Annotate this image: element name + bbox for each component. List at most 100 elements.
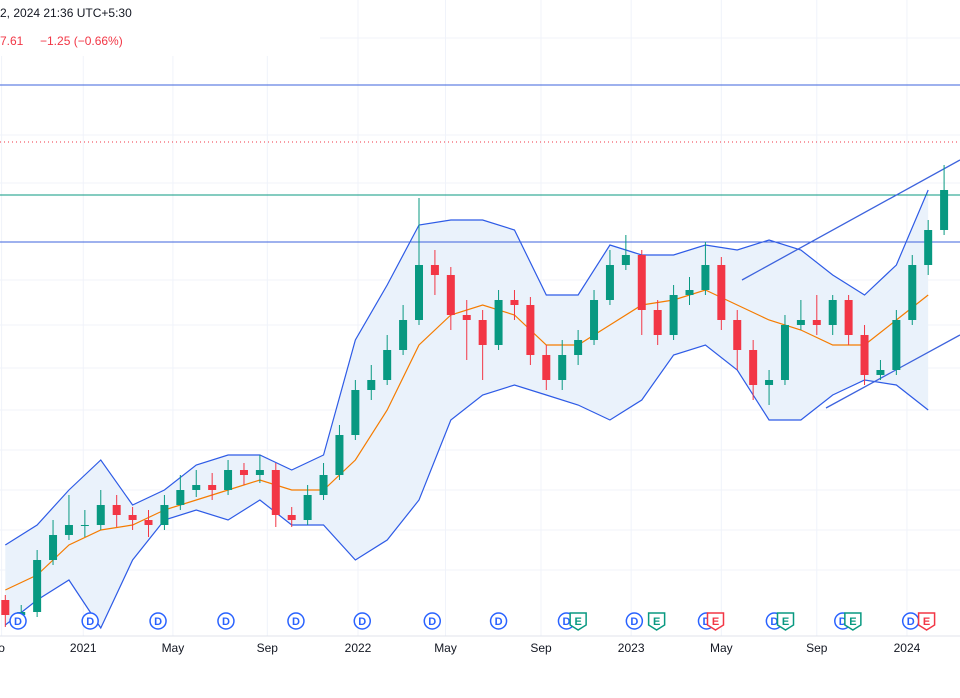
candle-body — [192, 485, 201, 490]
event-label: D — [770, 616, 778, 628]
candle-body — [33, 560, 42, 612]
x-tick-label: o — [0, 641, 5, 655]
candle-body — [319, 475, 328, 495]
candle-body — [287, 515, 296, 520]
candle-body — [653, 310, 662, 335]
event-label: D — [222, 616, 230, 628]
event-label: E — [653, 616, 660, 628]
candle-body — [765, 380, 774, 385]
candle-body — [924, 230, 933, 265]
candle-body — [542, 355, 551, 380]
candle-body — [462, 315, 471, 320]
event-label: E — [849, 616, 856, 628]
x-tick-label: May — [434, 641, 457, 655]
candle-body — [892, 320, 901, 370]
candle-body — [112, 505, 121, 515]
x-tick-label: 2021 — [70, 641, 97, 655]
event-marker — [917, 612, 936, 631]
event-label: D — [907, 616, 915, 628]
x-tick-label: 2023 — [618, 641, 645, 655]
event-label: E — [712, 616, 719, 628]
event-label: E — [574, 616, 581, 628]
trend-line — [825, 334, 960, 409]
event-label: D — [358, 616, 366, 628]
candle-body — [478, 320, 487, 345]
candle-body — [128, 515, 137, 520]
x-tick-label: 2022 — [345, 641, 372, 655]
x-tick-label: May — [162, 641, 185, 655]
event-label: D — [495, 616, 503, 628]
trend-line — [741, 159, 960, 281]
candle-body — [749, 350, 758, 385]
candle-body — [510, 300, 519, 305]
event-marker — [423, 612, 442, 630]
event-marker — [489, 612, 508, 630]
candle-body — [144, 520, 153, 525]
candle-body — [844, 300, 853, 335]
timestamp: 2, 2024 21:36 UTC+5:30 — [0, 6, 132, 20]
candle-body — [415, 265, 424, 320]
candle-body — [367, 380, 376, 390]
candle-body — [812, 320, 821, 325]
event-label: D — [428, 616, 436, 628]
candle-body — [239, 470, 248, 475]
candle-body — [430, 265, 439, 275]
candle-body — [160, 505, 169, 525]
event-marker — [353, 612, 372, 630]
event-marker — [706, 612, 725, 631]
candle-body — [399, 320, 408, 350]
event-label: E — [923, 616, 930, 628]
x-tick-label: Sep — [530, 641, 552, 655]
drawings — [0, 84, 960, 409]
candle-body — [80, 525, 89, 526]
event-marker — [776, 612, 795, 631]
candle-body — [303, 495, 312, 520]
header-bg — [0, 0, 320, 56]
event-marker — [81, 612, 99, 630]
candle-body — [796, 320, 805, 325]
candle-body — [590, 300, 599, 340]
candle-body — [494, 300, 503, 345]
candle-body — [733, 320, 742, 350]
candle-body — [908, 265, 917, 320]
band-lower — [4, 344, 929, 630]
candle-body — [64, 525, 73, 535]
x-tick-label: Sep — [806, 641, 828, 655]
event-label: D — [14, 616, 22, 628]
candle-body — [208, 485, 217, 490]
x-tick-label: 2024 — [894, 641, 921, 655]
candle-body — [96, 505, 105, 525]
candle-body — [446, 275, 455, 315]
candle-body — [685, 290, 694, 295]
event-marker — [217, 612, 235, 630]
event-label: D — [154, 616, 162, 628]
candle-body — [621, 255, 630, 265]
event-label: E — [782, 616, 789, 628]
last-price: 7.61 — [0, 34, 24, 48]
candle-body — [669, 295, 678, 335]
candle-body — [828, 300, 837, 325]
event-label: D — [292, 616, 300, 628]
candle-body — [940, 190, 949, 230]
event-marker — [9, 612, 27, 630]
candle-body — [717, 265, 726, 320]
candle-body — [860, 335, 869, 375]
event-marker — [844, 612, 862, 631]
candle-body — [780, 325, 789, 380]
event-marker — [287, 612, 305, 630]
candle-body — [876, 370, 885, 375]
candle-body — [637, 255, 646, 310]
event-label: D — [630, 616, 638, 628]
candle-body — [701, 265, 710, 290]
event-marker — [149, 612, 167, 630]
candle-body — [1, 600, 10, 615]
candle-body — [526, 305, 535, 355]
candle-body — [558, 355, 567, 380]
event-label: D — [702, 616, 710, 628]
candle-body — [605, 265, 614, 300]
candle-body — [383, 350, 392, 380]
event-marker — [647, 612, 666, 631]
price-change: −1.25 (−0.66%) — [40, 34, 123, 48]
x-tick-label: May — [710, 641, 733, 655]
